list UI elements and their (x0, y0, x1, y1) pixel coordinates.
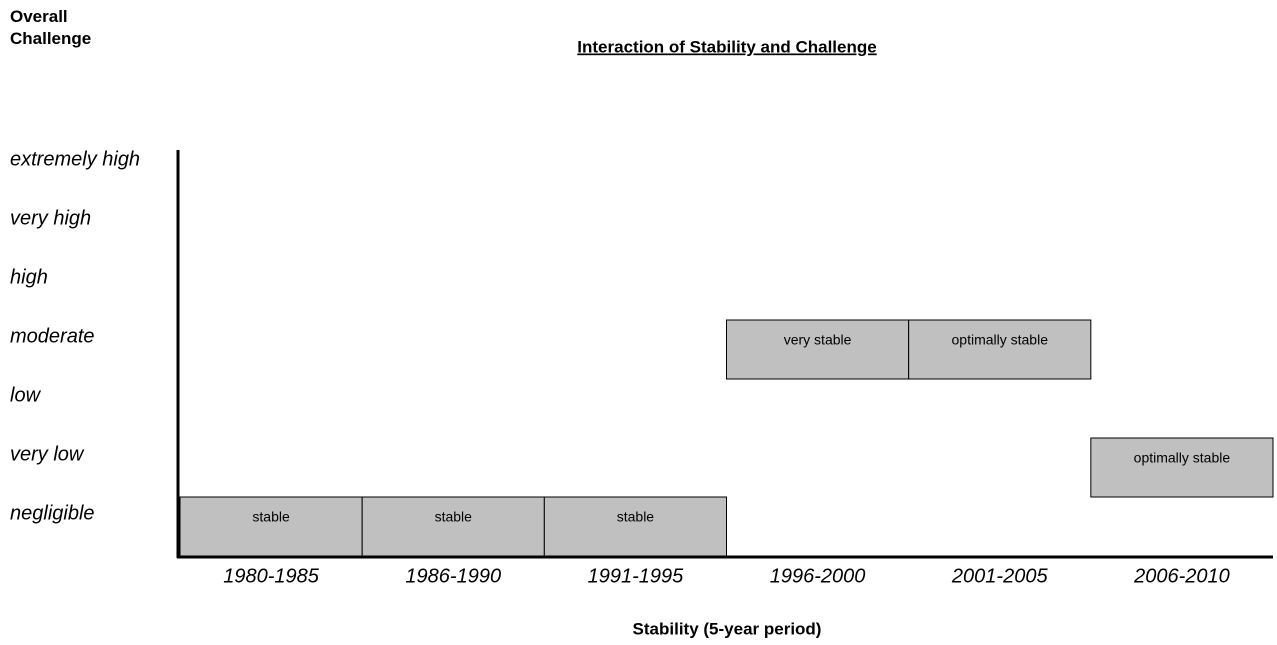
y-tick-label: extremely high (10, 148, 140, 170)
y-tick-label: low (10, 384, 42, 406)
y-tick-label: moderate (10, 325, 95, 347)
bar (908, 319, 1092, 380)
bar-label: stable (435, 509, 473, 525)
x-tick-label: 1986-1990 (405, 565, 501, 587)
bar (179, 496, 363, 557)
bar (726, 319, 910, 380)
bar (543, 496, 727, 557)
y-axis-title: Overall Challenge (10, 7, 92, 48)
x-axis-title: Stability (5-year period) (633, 619, 822, 638)
y-tick-label: high (10, 266, 48, 288)
y-tick-label: very low (10, 443, 85, 465)
bar-label: stable (252, 509, 290, 525)
bar-label: optimally stable (1134, 450, 1231, 466)
x-tick-label: 2001-2005 (951, 565, 1049, 587)
x-tick-label: 1991-1995 (588, 565, 685, 587)
x-tick-label: 1980-1985 (223, 565, 320, 587)
bar-label: very stable (784, 332, 852, 348)
x-tick-label: 2006-2010 (1133, 565, 1230, 587)
x-tick-label: 1996-2000 (770, 565, 866, 587)
bar (1090, 437, 1274, 498)
chart-title: Interaction of Stability and Challenge (577, 37, 876, 56)
bar-label: stable (617, 509, 655, 525)
bar (361, 496, 545, 557)
y-tick-label: very high (10, 207, 91, 229)
y-tick-label: negligible (10, 502, 95, 524)
bar-label: optimally stable (952, 332, 1049, 348)
